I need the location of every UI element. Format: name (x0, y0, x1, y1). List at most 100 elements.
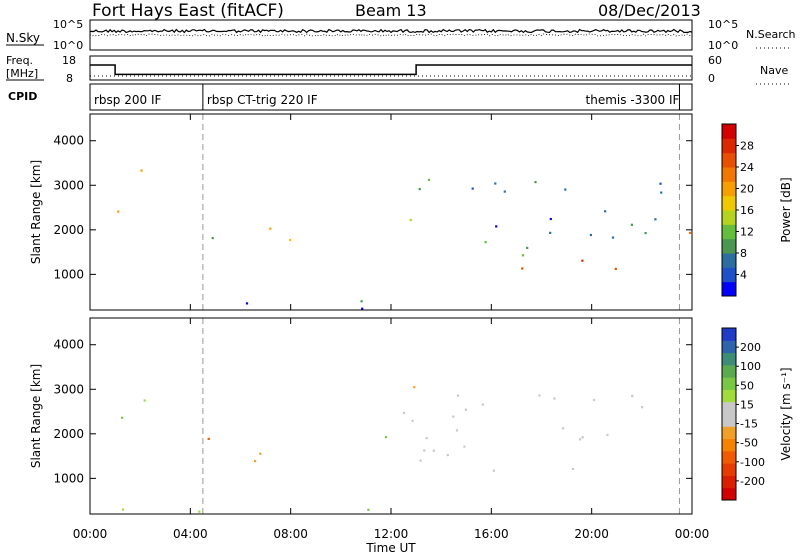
data-cell (614, 267, 617, 270)
nave-label: Nave (760, 64, 788, 77)
colorbar-tick-label: 200 (740, 341, 761, 354)
data-cell (456, 394, 460, 397)
freq-tick-top: 18 (62, 54, 76, 67)
colorbar-tick-label: 15 (740, 398, 754, 411)
colorbar-swatch (722, 475, 736, 489)
data-cell (269, 227, 272, 230)
colorbar-tick-label: 24 (740, 161, 754, 174)
data-cell (117, 210, 120, 213)
data-cell (630, 223, 633, 226)
power-axes: 1000 2000 3000 4000 (53, 114, 693, 310)
data-cell (140, 169, 143, 172)
y-tick-label: 4000 (53, 338, 84, 352)
velocity-colorbar: 200 100 50 15 -15 -50 -100 -200 Velocity [m s⁻¹] (721, 327, 793, 501)
colorbar-swatch (722, 124, 736, 139)
data-cell (198, 510, 201, 513)
cpid-segments: rbsp 200 IF rbsp CT-trig 220 IF themis -33… (94, 84, 680, 110)
data-cell (289, 238, 292, 242)
velocity-scatter-data (121, 318, 680, 514)
power-colorbar: 4 8 12 16 20 24 28 Power [dB] (721, 123, 793, 297)
colorbar-tick-label: 100 (740, 360, 761, 373)
data-cell (245, 302, 249, 305)
data-cell (211, 237, 214, 240)
colorbar-swatch (722, 340, 736, 354)
cpid-label: CPID (8, 90, 37, 103)
data-cell (360, 300, 363, 303)
noise-right-tick-bottom: 10^0 (708, 39, 738, 52)
colorbar-swatch (722, 152, 736, 168)
cpid-segment-label: themis -3300 IF (586, 93, 680, 107)
data-cell (254, 460, 257, 463)
data-cell (402, 411, 406, 415)
freq-unit-label: [MHz] (6, 67, 38, 80)
colorbar-swatch (722, 414, 736, 427)
beam-title: Beam 13 (355, 1, 427, 20)
data-cell (581, 436, 584, 439)
noise-right-tick-top: 10^5 (708, 18, 738, 31)
noise-traces (89, 28, 693, 37)
colorbar-label: Power [dB] (779, 177, 793, 242)
data-cell (455, 429, 459, 432)
colorbar-tick-label: 50 (740, 379, 754, 392)
x-tick-label: 12:00 (374, 527, 409, 541)
colorbar-tick-label: 12 (740, 226, 754, 239)
data-cell (561, 427, 565, 430)
data-cell (409, 218, 412, 222)
y-tick-label: 2000 (53, 427, 84, 441)
data-cell (553, 397, 556, 400)
data-cell (494, 182, 497, 185)
colorbar-tick-label: 28 (740, 140, 754, 153)
data-cell (471, 187, 474, 190)
freq-panel-frame (89, 55, 693, 81)
colorbar-swatch (722, 463, 736, 476)
data-cell (207, 437, 210, 440)
colorbar-swatch (722, 426, 736, 440)
y-tick-label: 1000 (53, 267, 84, 281)
data-cell (581, 259, 584, 262)
colorbar-swatch (722, 401, 736, 415)
colorbar-frame (721, 327, 737, 501)
data-cell (367, 508, 370, 511)
colorbar-swatch (722, 238, 736, 254)
colorbar-tick-label: -15 (740, 418, 758, 431)
freq-trace (90, 64, 692, 76)
y-tick-label: 1000 (53, 471, 84, 485)
data-cell (464, 408, 467, 411)
noise-search-trace (89, 33, 693, 37)
data-cell (604, 210, 607, 213)
data-cell (644, 232, 647, 235)
data-cell (259, 452, 262, 455)
x-tick-label: 00:00 (675, 527, 710, 541)
cpid-segment-label: rbsp 200 IF (94, 93, 161, 107)
data-cell (452, 415, 455, 418)
data-cell (481, 403, 484, 406)
colorbar-label: Velocity [m s⁻¹] (779, 367, 793, 460)
data-cell (592, 398, 596, 402)
data-cell (521, 254, 525, 257)
velocity-panel-frame (89, 317, 693, 515)
noise-panel-frame (89, 19, 693, 51)
colorbar-swatch (722, 195, 736, 211)
data-cell (418, 188, 421, 191)
colorbar-tick-label: -50 (740, 437, 758, 450)
data-cell (606, 433, 609, 436)
data-cell (121, 508, 125, 511)
x-tick-label: 04:00 (173, 527, 208, 541)
colorbar-swatch (722, 438, 736, 452)
data-cell (549, 231, 552, 234)
y-tick-label: 3000 (53, 382, 84, 396)
data-cell (579, 438, 582, 441)
y-tick-label: 4000 (53, 134, 84, 148)
noise-sky-trace (89, 28, 693, 34)
colorbar-swatch (722, 138, 736, 154)
data-cell (534, 181, 537, 184)
cpid-panel-frame (89, 83, 693, 111)
data-cell (463, 445, 466, 448)
data-cell (571, 467, 575, 470)
data-cell (538, 394, 541, 397)
colorbar-tick-label: 16 (740, 204, 754, 217)
x-axis-ticks: 00:00 04:00 08:00 12:00 16:00 20:00 00:00 (73, 527, 710, 541)
data-cell (484, 241, 487, 244)
colorbar-swatch (722, 389, 736, 403)
